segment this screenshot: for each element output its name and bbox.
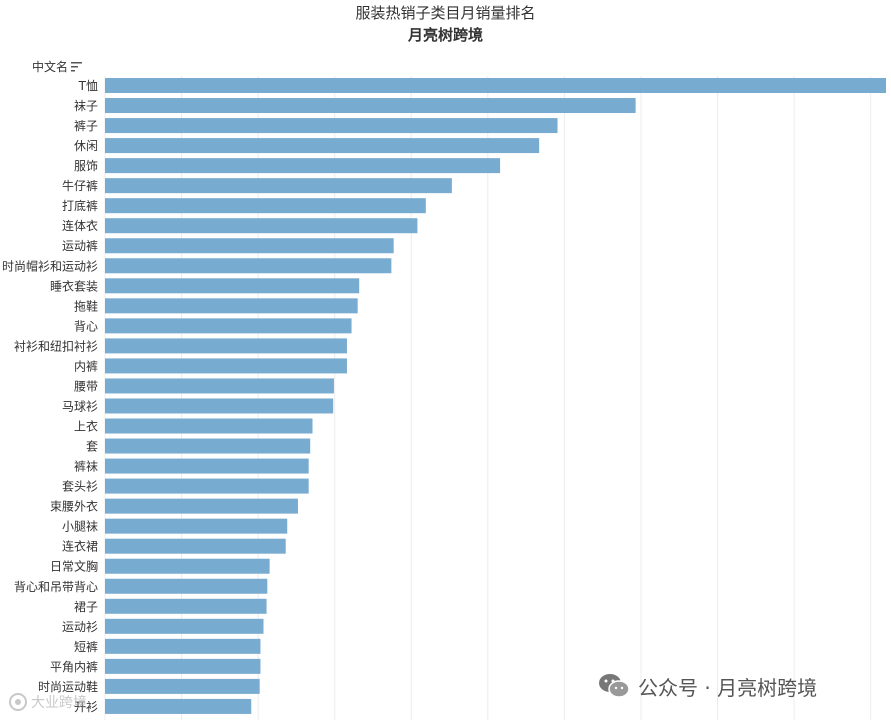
category-label: 裙子 [74,600,98,614]
bar[interactable] [105,458,309,474]
watermark-text: 公众号 · 月亮树跨境 [638,675,818,700]
category-label: 马球衫 [62,399,98,413]
bar[interactable] [105,598,267,614]
bar[interactable] [105,338,347,354]
bar[interactable] [105,218,418,234]
category-label: 内裤 [74,359,98,373]
category-label: 时尚运动鞋 [38,679,98,694]
bar[interactable] [105,638,261,654]
category-label: 休闲 [74,139,98,153]
category-label: 拖鞋 [74,298,98,313]
category-label: 腰带 [74,379,98,393]
category-label: 开衫 [74,700,98,714]
category-label: 背心 [74,319,98,333]
bar[interactable] [105,278,360,294]
category-label: 连体衣 [62,218,98,233]
bar[interactable] [105,658,261,674]
category-label: 牛仔裤 [62,178,98,193]
bar[interactable] [105,478,309,494]
bar[interactable] [105,578,268,594]
category-label: 睡衣套装 [50,278,98,293]
chart-title: 服装热销子类目月销量排名 [355,4,536,22]
bar[interactable] [105,538,286,554]
category-label: 运动裤 [62,239,98,253]
category-label: 平角内裤 [50,660,98,674]
category-label: 连衣裙 [62,539,98,554]
category-label: 短裤 [74,640,98,654]
bar[interactable] [105,498,298,514]
logo-text: 大业跨境 [31,695,87,711]
category-label: 束腰外衣 [50,499,98,514]
category-label: 服饰 [74,159,98,173]
bar[interactable] [105,378,334,394]
column-header-label: 中文名 [32,60,69,74]
category-label: T恤 [78,79,98,93]
bar[interactable] [105,78,886,93]
bar[interactable] [105,518,288,534]
sort-icon[interactable] [71,61,83,72]
bar[interactable] [105,198,426,214]
category-label: 衬衫和纽扣衬衫 [14,339,98,353]
bar[interactable] [105,358,347,374]
bar[interactable] [105,158,501,174]
category-label: 打底裤 [62,198,98,213]
category-label: 裤袜 [74,460,98,474]
category-label: 背心和吊带背心 [14,580,98,594]
chart-subtitle: 月亮树跨境 [407,26,483,44]
bar[interactable] [105,418,313,434]
watermark: 公众号 · 月亮树跨境 [598,670,817,702]
category-label: 时尚帽衫和运动衫 [2,258,98,273]
category-label: 小腿袜 [62,520,98,534]
category-label: 套 [86,440,98,454]
category-label: 日常文胸 [50,559,98,574]
wechat-icon [599,674,630,698]
category-labels: T恤袜子裤子休闲服饰牛仔裤打底裤连体衣运动裤时尚帽衫和运动衫睡衣套装拖鞋背心衬衫… [2,79,98,714]
bar[interactable] [105,138,540,154]
category-label: 运动衫 [62,620,98,634]
bar[interactable] [105,238,394,254]
bar[interactable] [105,318,352,334]
bar[interactable] [105,438,311,454]
bars [105,78,886,714]
bar[interactable] [105,618,264,634]
category-label: 套头衫 [62,480,98,494]
logo-icon [9,693,27,711]
bar[interactable] [105,398,334,414]
bar[interactable] [105,258,392,274]
category-label: 上衣 [74,419,98,434]
bar[interactable] [105,678,260,694]
column-header[interactable]: 中文名 [32,58,83,75]
bar[interactable] [105,118,558,134]
logo-watermark: 大业跨境 [8,692,87,712]
bar[interactable] [105,298,358,314]
bar[interactable] [105,98,636,114]
bar[interactable] [105,178,452,194]
bar[interactable] [105,698,252,714]
bar[interactable] [105,558,270,574]
category-label: 裤子 [74,119,98,133]
category-label: 袜子 [74,99,98,113]
